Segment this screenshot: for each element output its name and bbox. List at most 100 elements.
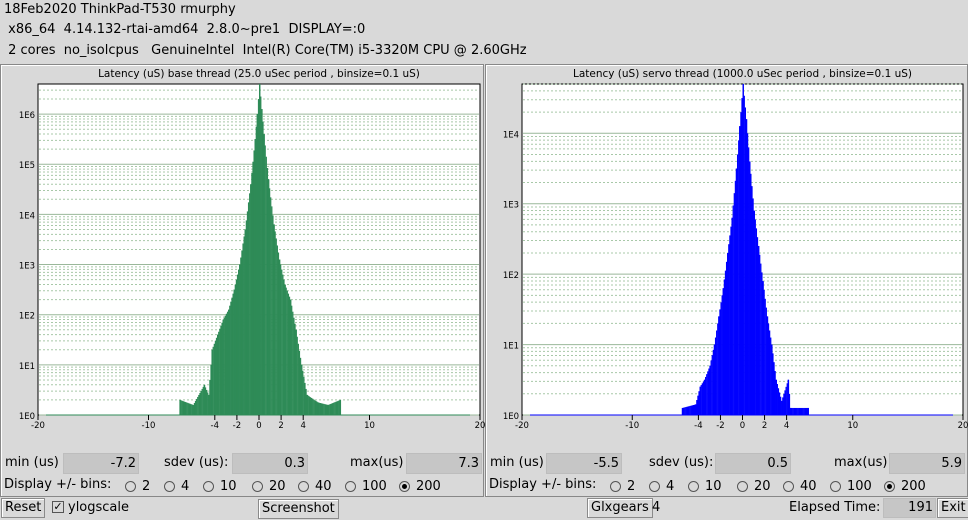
sdev-label: sdev (us): [649, 455, 714, 470]
histogram-bin [782, 397, 784, 415]
bins-selector: Display +/- bins: 2 4 10 20 40 100 200 [486, 475, 967, 497]
radio-dot [164, 480, 175, 492]
radio-dot [610, 480, 621, 492]
histogram-bin [302, 370, 304, 415]
histogram-spike [250, 184, 252, 415]
histogram-bin [236, 274, 239, 415]
histogram-bin [698, 391, 700, 415]
histogram-bin [315, 400, 317, 415]
histogram-bin [275, 238, 277, 415]
exit-button[interactable]: Exit [937, 498, 968, 518]
histogram-bin [693, 404, 696, 415]
histogram-bin [310, 397, 313, 415]
bins-radio-2[interactable]: 2 [610, 478, 635, 494]
bins-radio-4[interactable]: 4 [164, 478, 189, 494]
bins-radio-2[interactable]: 2 [125, 478, 150, 494]
histogram-bin [276, 245, 278, 415]
histogram-bin [331, 403, 334, 415]
bins-radio-100[interactable]: 100 [345, 478, 387, 494]
histogram-bin [296, 336, 298, 415]
y-tick-label: 1E1 [19, 362, 35, 372]
histogram-spike [722, 288, 725, 415]
histogram-bin [750, 173, 752, 415]
histogram-bin [225, 313, 228, 415]
histogram-bin [242, 243, 244, 415]
histogram-bin [752, 198, 754, 415]
x-tick-label: -20 [515, 421, 529, 431]
servo-thread-stats: min (us) -5.5 sdev (us): 0.5 max(us) 5.9 [486, 453, 967, 475]
histogram-bin [240, 257, 242, 415]
histogram-bin [773, 362, 775, 415]
histogram-bin [798, 407, 801, 415]
y-tick-label: 1E2 [503, 271, 519, 281]
x-tick-label: -10 [625, 421, 639, 431]
histogram-spike [233, 289, 235, 415]
histogram-spike [757, 245, 760, 415]
histogram-bin [721, 295, 723, 415]
histogram-spike [284, 284, 286, 415]
histogram-bin [329, 404, 332, 415]
histogram-spike [192, 404, 195, 415]
histogram-bin [321, 403, 324, 415]
histogram-spike [256, 114, 259, 415]
bins-radio-100[interactable]: 100 [830, 478, 872, 494]
histogram-bin [286, 290, 288, 415]
histogram-spike [762, 281, 764, 415]
y-tick-label: 1E3 [19, 262, 35, 272]
histogram-bin [685, 407, 687, 415]
histogram-bin [778, 392, 781, 415]
histogram-bin [313, 399, 315, 415]
histogram-bin [210, 364, 212, 415]
histogram-spike [254, 139, 256, 415]
histogram-bin [724, 270, 727, 415]
y-tick-label: 1E0 [503, 412, 519, 422]
histogram-bin [734, 180, 737, 415]
histogram-bin [767, 323, 770, 415]
histogram-bin [706, 374, 708, 415]
x-tick-label: -10 [142, 421, 156, 431]
bins-radio-label: 10 [705, 478, 722, 494]
bins-radio-4[interactable]: 4 [649, 478, 674, 494]
bins-radio-20[interactable]: 20 [252, 478, 286, 494]
histogram-bin [262, 121, 264, 415]
histogram-bin [205, 389, 208, 415]
bins-radio-40[interactable]: 40 [298, 478, 332, 494]
bins-radio-40[interactable]: 40 [783, 478, 817, 494]
histogram-bin [251, 173, 253, 415]
glxgears-button[interactable]: Glxgears [587, 498, 653, 518]
reset-button[interactable]: Reset [1, 498, 46, 518]
y-tick-label: 1E1 [503, 342, 519, 352]
histogram-bin [194, 400, 197, 415]
bins-radio-20[interactable]: 20 [737, 478, 771, 494]
bins-radio-200[interactable]: 200 [399, 478, 441, 494]
histogram-bin [325, 404, 327, 415]
bins-radio-10[interactable]: 10 [688, 478, 722, 494]
histogram-spike [289, 299, 292, 415]
histogram-bin [299, 357, 302, 415]
bins-radio-label: 100 [847, 478, 872, 494]
histogram-spike [775, 379, 777, 415]
bins-radio-label: 2 [627, 478, 636, 494]
histogram-bin [189, 403, 191, 415]
histogram-bin [759, 254, 761, 415]
histogram-bin [768, 330, 771, 415]
histogram-bin [196, 398, 198, 415]
histogram-bin [231, 297, 233, 415]
radio-dot [298, 480, 309, 492]
ylogscale-checkbox[interactable]: ✓ [52, 500, 64, 513]
histogram-bin [765, 307, 767, 415]
bins-radio-200[interactable]: 200 [884, 478, 926, 494]
histogram-bin [338, 400, 340, 415]
y-tick-label: 1E5 [19, 161, 35, 171]
x-tick-label: 0 [256, 421, 261, 431]
screenshot-button[interactable]: Screenshot [258, 499, 339, 519]
histogram-spike [211, 349, 213, 415]
bins-radio-label: 4 [666, 478, 675, 494]
elapsed-time-label: Elapsed Time: [789, 500, 881, 515]
histogram-spike [699, 386, 701, 415]
histogram-bin [293, 317, 295, 415]
bins-radio-10[interactable]: 10 [203, 478, 237, 494]
histogram-bin [201, 388, 203, 415]
histogram-spike [781, 400, 783, 415]
